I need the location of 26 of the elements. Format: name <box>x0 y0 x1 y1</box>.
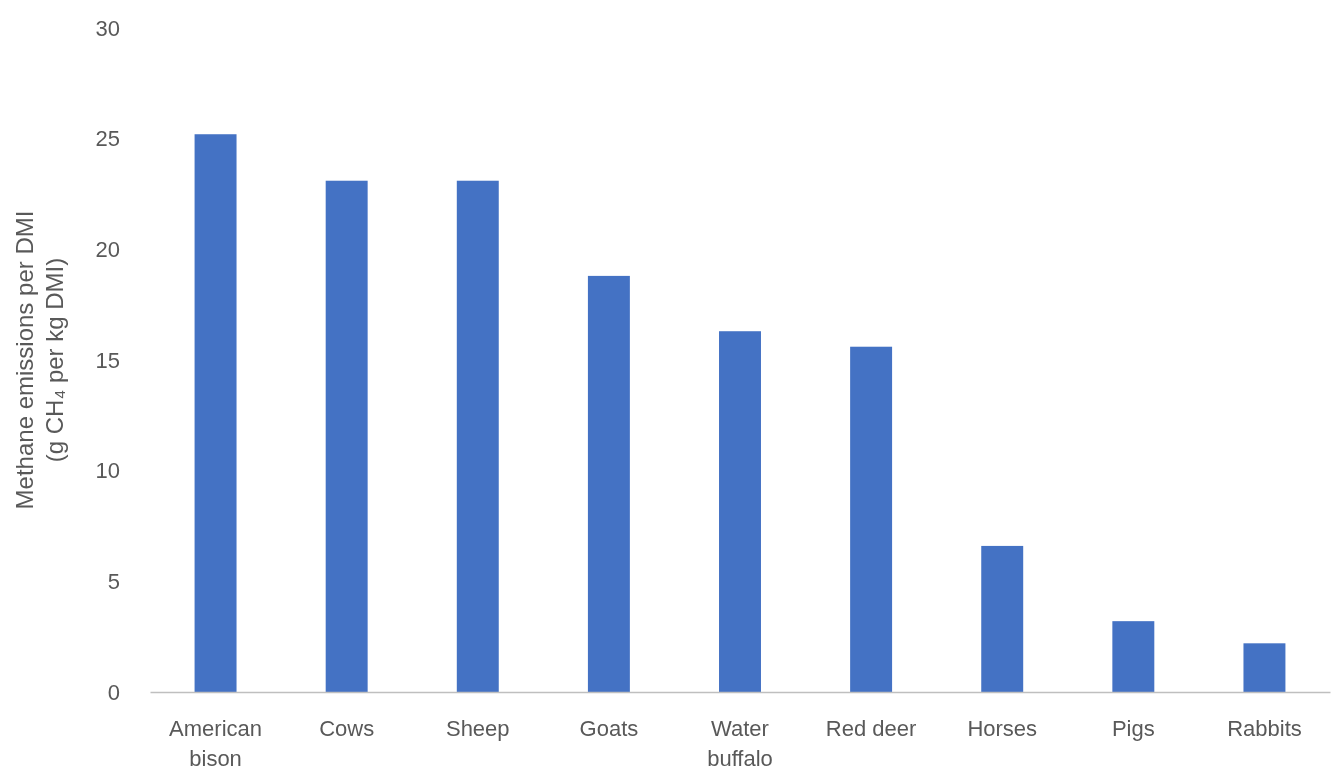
bar <box>456 180 499 692</box>
x-tick-label: Rabbits <box>1227 716 1302 741</box>
bar <box>719 331 761 692</box>
x-tick-label: Goats <box>579 716 639 741</box>
x-tick-label: Sheep <box>445 716 510 741</box>
y-axis-title: Methane emissions per DMI (g CH₄ per kg DMI) <box>11 210 68 510</box>
x-tick-label: Red deer <box>825 716 917 741</box>
bar <box>850 346 893 692</box>
x-tick-label: Horses <box>967 716 1038 741</box>
x-tick-label: American bison <box>169 716 263 771</box>
x-tick-label: Water buffalo <box>707 716 773 771</box>
bar <box>587 275 630 692</box>
y-tick-label: 5 <box>107 568 120 594</box>
x-tick-label: Cows <box>319 716 375 741</box>
y-tick-label: 30 <box>95 15 120 41</box>
y-tick-label: 15 <box>95 347 120 373</box>
x-tick-label: Pigs <box>1111 716 1155 741</box>
bar <box>1243 643 1286 692</box>
bar <box>981 545 1024 692</box>
bar <box>325 180 368 692</box>
y-tick-label: 20 <box>95 236 120 262</box>
bar <box>194 134 237 692</box>
y-tick-label: 10 <box>95 458 120 484</box>
y-tick-label: 25 <box>95 126 120 152</box>
y-tick-label: 0 <box>107 679 120 705</box>
bar <box>1112 621 1155 692</box>
